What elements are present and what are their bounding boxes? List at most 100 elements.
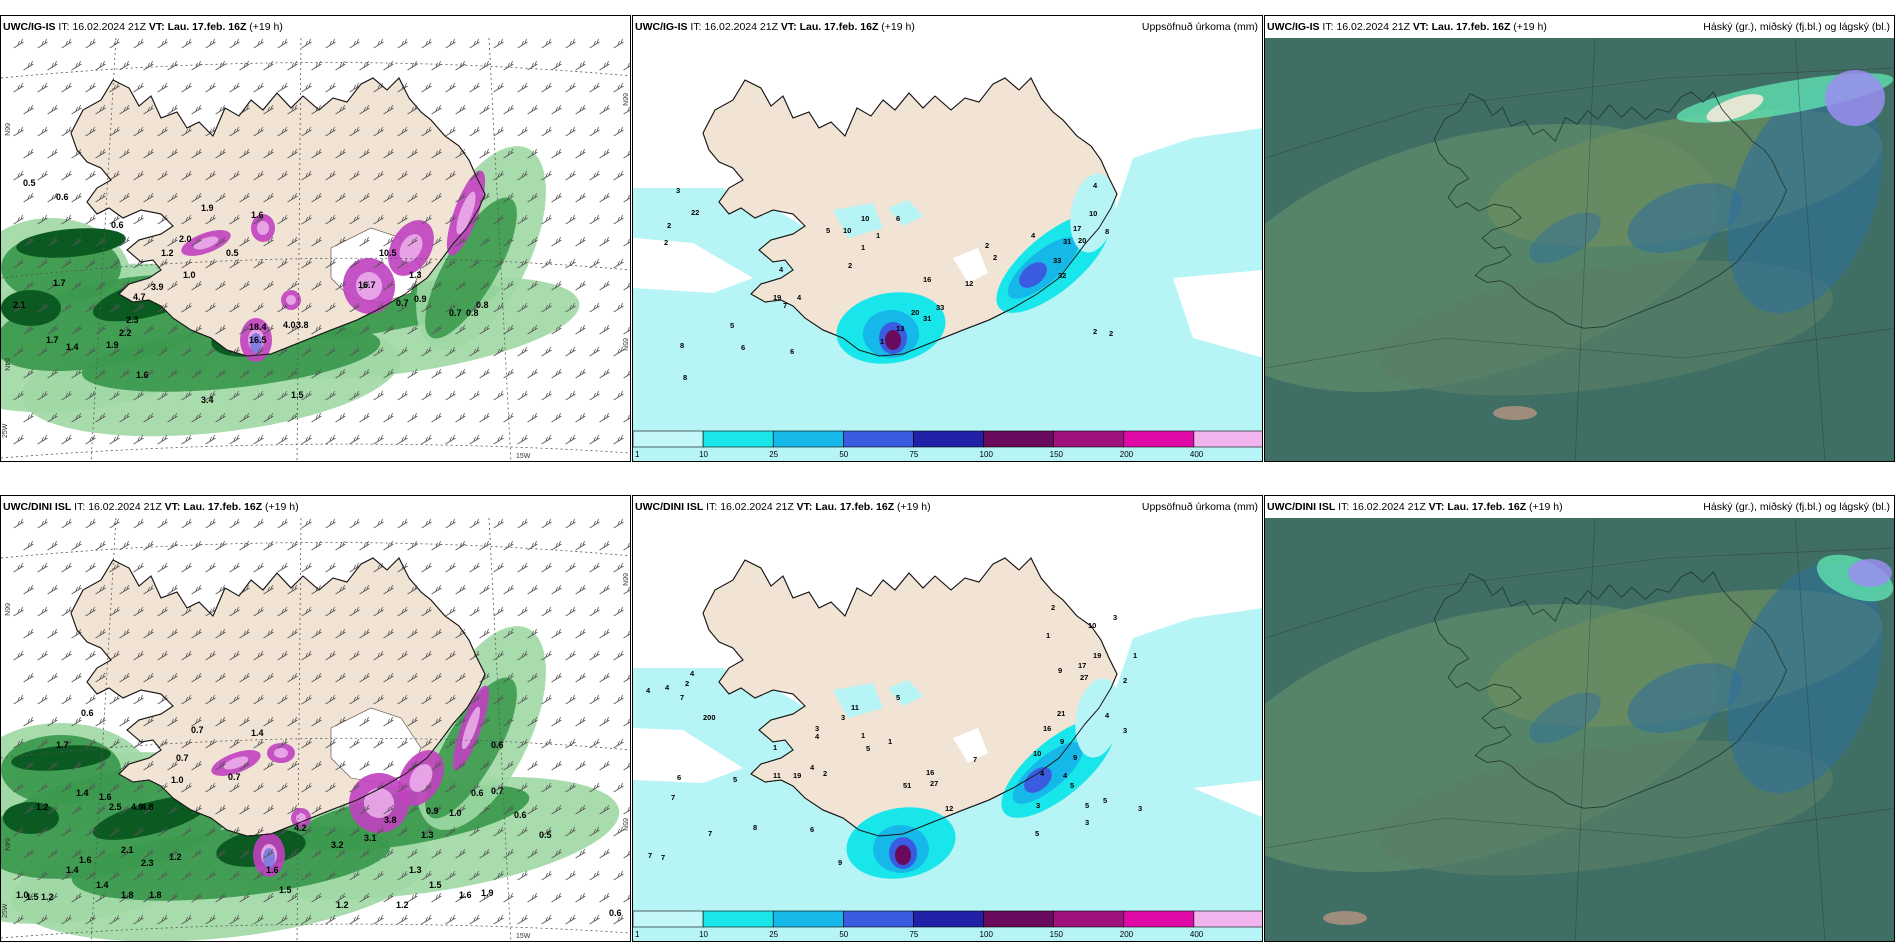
wind-barb (373, 126, 384, 137)
value-label: 10 (843, 226, 851, 235)
wind-barb (95, 848, 106, 859)
wind-barb (397, 738, 408, 749)
wind-barb (325, 870, 336, 881)
wind-barb (287, 412, 298, 423)
wind-barb (479, 104, 490, 115)
value-label: 10 (1088, 621, 1096, 630)
precip-heavy-band (11, 745, 111, 771)
colorbar-swatch (1053, 430, 1125, 448)
panel-igis-accum-precip: UWC/IG-IS IT: 16.02.2024 21Z VT: Lau. 17… (632, 15, 1263, 462)
wind-barb (373, 170, 384, 181)
wind-barb (469, 606, 480, 617)
value-label: 2 (1093, 327, 1097, 336)
value-label: 16.5 (249, 335, 267, 345)
wind-barb (325, 214, 336, 225)
value-label: 4 (815, 732, 820, 741)
wind-barb (541, 82, 552, 93)
wind-barb (109, 562, 120, 573)
wind-barb (109, 694, 120, 705)
value-label: 20 (1078, 236, 1086, 245)
thick-cloud (1706, 94, 1764, 122)
wind-barb (143, 280, 154, 291)
colorbar-swatch (1123, 910, 1195, 928)
wind-barb (167, 324, 178, 335)
wind-barb (215, 412, 226, 423)
wind-barb (119, 368, 130, 379)
wind-barb (263, 760, 274, 771)
wind-barb (311, 324, 322, 335)
wind-barb (215, 324, 226, 335)
wind-barb (277, 126, 288, 137)
wind-barb (455, 104, 466, 115)
value-label: 1 (1133, 651, 1137, 660)
wind-barb (493, 346, 504, 357)
value-label: 33 (936, 303, 944, 312)
wind-barb (263, 804, 274, 815)
wind-barb (301, 914, 312, 925)
wind-barb (325, 694, 336, 705)
wind-barb (613, 518, 624, 529)
cloud-patch (1323, 911, 1367, 925)
wind-barb (215, 540, 226, 551)
wind-barb (61, 170, 72, 181)
wind-barb (359, 628, 370, 639)
wind-barb (541, 738, 552, 749)
wind-barb (589, 126, 600, 137)
wind-barb (373, 518, 384, 529)
wind-barb (191, 848, 202, 859)
grid-label-66n-right: 66N (621, 573, 628, 586)
value-label: 6 (790, 347, 794, 356)
wind-barb (287, 236, 298, 247)
wind-barb (253, 38, 264, 49)
wind-barb (359, 584, 370, 595)
wind-barb (551, 368, 562, 379)
wind-barb (373, 694, 384, 705)
wind-barb (253, 650, 264, 661)
wind-barb (253, 302, 264, 313)
grid-64n (1, 923, 630, 939)
value-label: 0.8 (476, 300, 489, 310)
wind-barb (37, 346, 48, 357)
wind-barb (109, 914, 120, 925)
grid-label-65n: 65N (621, 818, 628, 831)
wind-barb (565, 562, 576, 573)
wind-barb (23, 368, 34, 379)
value-label: 1.5 (429, 880, 442, 890)
wind-barb (263, 672, 274, 683)
wind-barb (325, 434, 336, 445)
wind-barb (47, 892, 58, 903)
wind-barb (191, 540, 202, 551)
wind-barb (421, 302, 432, 313)
wind-barb (431, 368, 442, 379)
wind-barb (85, 694, 96, 705)
precip-100mm-area (895, 845, 911, 865)
colorbar-tick-label: 400 (1190, 450, 1204, 459)
wind-barb (109, 214, 120, 225)
wind-barb (565, 126, 576, 137)
wind-barb (263, 848, 274, 859)
wind-barb (191, 148, 202, 159)
wind-barb (455, 760, 466, 771)
wind-barb (469, 914, 480, 925)
wind-barb (13, 346, 24, 357)
wind-barb (407, 892, 418, 903)
wind-barb (445, 782, 456, 793)
precip-core-inner (286, 295, 296, 305)
wind-barb (133, 782, 144, 793)
value-label: 4 (1105, 711, 1110, 720)
wind-barb (301, 170, 312, 181)
wind-barb (85, 258, 96, 269)
value-label: 1.6 (459, 890, 472, 900)
wind-barb (455, 280, 466, 291)
wind-barb (445, 914, 456, 925)
wind-barb (613, 434, 624, 445)
wind-barb (445, 694, 456, 705)
value-label: 18.4 (249, 322, 267, 332)
precip-heavy-band (92, 796, 210, 840)
value-label: 0.5 (226, 248, 239, 258)
precip-1mm-patch (888, 200, 923, 226)
wind-barb (431, 892, 442, 903)
wind-barb (167, 236, 178, 247)
grid-66n (1, 542, 630, 559)
